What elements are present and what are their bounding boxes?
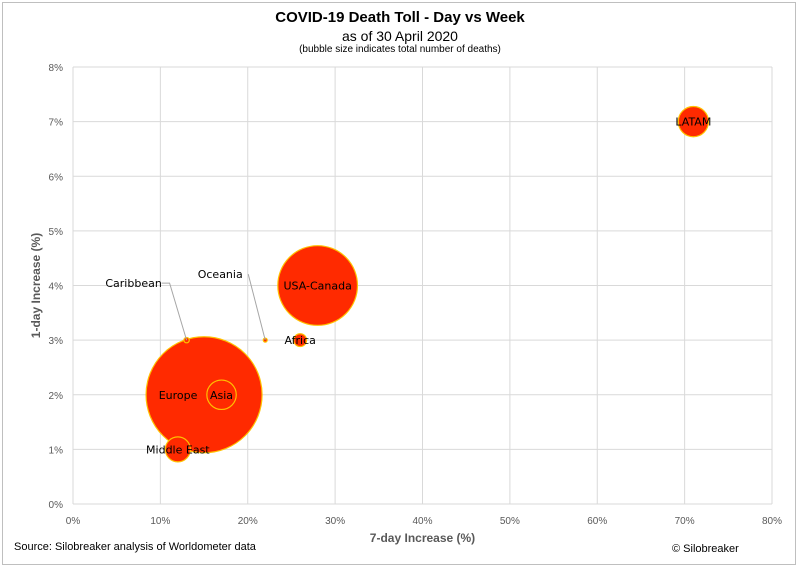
bubble-asia [206,379,237,411]
y-tick-label: 0% [49,500,64,511]
chart-subtitle: as of 30 April 2020 [342,28,458,44]
x-tick-label: 30% [325,516,345,527]
x-tick-label: 70% [675,516,695,527]
bubble-label-latam: LATAM [675,116,711,129]
leader-line-oceania [247,274,266,341]
x-tick-label: 10% [150,516,170,527]
y-tick-label: 1% [49,445,64,456]
bubble-label-oceania: Oceania [198,268,243,281]
bubble-series [145,105,710,463]
bubble-label-asia: Asia [210,389,233,402]
bubble-middle-east [164,436,191,463]
chart-title: COVID-19 Death Toll - Day vs Week [275,9,525,26]
source-note: Source: Silobreaker analysis of Worldome… [14,541,256,553]
y-tick-label: 7% [49,118,64,129]
bubble-label-africa: Africa [284,334,315,347]
chart-note: (bubble size indicates total number of d… [299,44,501,55]
y-tick-label: 4% [49,282,64,293]
y-axis-title: 1-day Increase (%) [29,233,43,338]
bubble-label-middle-east: Middle East [146,443,210,456]
y-tick-label: 6% [49,172,64,183]
bubble-usa-canada [277,245,359,326]
leader-line-caribbean [161,282,188,341]
bubble-label-europe: Europe [159,389,198,402]
x-tick-label: 40% [412,516,432,527]
x-tick-label: 20% [238,516,258,527]
copyright-note: © Silobreaker [672,543,739,555]
tick-labels: 0% 10% 20% 30% 40% 50% 60% 70% 80% 0% 1% 2% 3% 4% 5% 6%… [49,63,783,527]
y-tick-label: 3% [49,336,64,347]
x-axis-title: 7-day Increase (%) [370,531,475,545]
x-tick-label: 0% [66,516,81,527]
bubble-label-usa-canada: USA-Canada [283,280,351,293]
x-tick-label: 60% [587,516,607,527]
bubble-africa [293,333,308,348]
bubble-europe [145,336,263,454]
x-tick-label: 50% [500,516,520,527]
grid-lines [72,66,773,505]
bubble-label-caribbean: Caribbean [105,277,161,290]
y-tick-label: 5% [49,227,64,238]
y-tick-label: 8% [49,63,64,74]
bubble-labels: Europe USA-Canada Asia LATAM Middle East Afri… [105,116,711,457]
bubble-latam [677,105,710,138]
y-tick-label: 2% [49,391,64,402]
x-tick-label: 80% [762,516,782,527]
